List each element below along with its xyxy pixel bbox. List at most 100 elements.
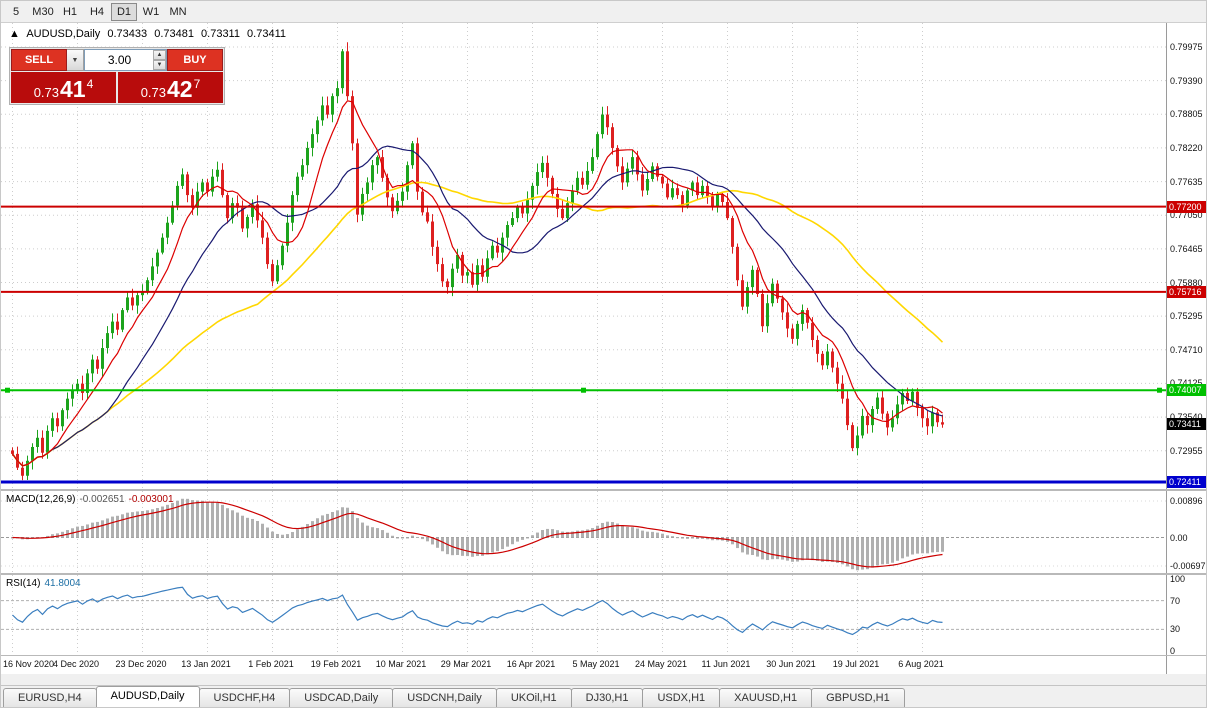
- timeframe-button-m30[interactable]: M30: [30, 2, 56, 21]
- sell-price-prefix: 0.73: [33, 85, 60, 100]
- panel-separator[interactable]: [1, 489, 1206, 491]
- buy-price-pipette: 7: [193, 77, 201, 91]
- sell-price-tile[interactable]: 0.73 41 4: [11, 72, 116, 103]
- date-axis-label: 10 Mar 2021: [375, 659, 427, 669]
- chart-tab-audusd-daily[interactable]: AUDUSD,Daily: [95, 686, 200, 707]
- hline-handle[interactable]: [1157, 387, 1162, 393]
- rsi-canvas[interactable]: [1, 575, 1166, 655]
- rsi-name: RSI(14): [6, 578, 41, 589]
- lot-increase-button[interactable]: ▲: [153, 50, 166, 60]
- price-axis-label: 0.75295: [1170, 311, 1203, 322]
- date-axis-label: 19 Jul 2021: [832, 659, 880, 669]
- axis-corner: [1166, 656, 1206, 674]
- sell-button[interactable]: SELL: [11, 49, 67, 71]
- chart-tab-gbpusd-h1[interactable]: GBPUSD,H1: [811, 688, 905, 707]
- rsi-axis-label: 100: [1170, 574, 1186, 584]
- timeframe-toolbar: 5 M30 H1 H4 D1 W1 MN: [1, 1, 1206, 23]
- buy-price-tile[interactable]: 0.73 42 7: [118, 72, 223, 103]
- macd-axis: 0.00896 0.00 -0.00697: [1166, 491, 1206, 573]
- macd-panel: [1, 491, 1166, 573]
- sell-price-pipette: 4: [86, 77, 94, 91]
- price-axis-label: 0.78220: [1170, 142, 1203, 153]
- rsi-value: 41.8004: [44, 578, 81, 589]
- chart-tab-usdcnh-daily[interactable]: USDCNH,Daily: [392, 688, 497, 707]
- rsi-axis-label: 70: [1170, 595, 1181, 606]
- ma-slow-line: [11, 181, 944, 467]
- macd-name: MACD(12,26,9): [6, 494, 76, 505]
- date-axis-label: 19 Feb 2021: [310, 659, 362, 669]
- rsi-header: RSI(14) 41.8004: [6, 578, 81, 589]
- macd-signal-line: [12, 501, 943, 568]
- price-axis-label: 0.78805: [1170, 109, 1203, 120]
- date-axis-label: 6 Aug 2021: [898, 659, 944, 669]
- date-axis-label: 29 Mar 2021: [440, 659, 492, 669]
- rsi-panel: [1, 575, 1166, 655]
- chart-tab-xauusd-h1[interactable]: XAUUSD,H1: [719, 688, 813, 707]
- symbol-ohlc-line: ▲ AUDUSD,Daily 0.73433 0.73481 0.73311 0…: [9, 28, 290, 40]
- rsi-axis-label: 30: [1170, 624, 1181, 635]
- price-tag-0.75716: 0.75716: [1167, 285, 1206, 298]
- chart-tab-usdx-h1[interactable]: USDX,H1: [642, 688, 721, 707]
- hline-handle[interactable]: [581, 387, 586, 393]
- date-axis-label: 16 Nov 2020: [3, 659, 55, 669]
- chart-tab-dj30-h1[interactable]: DJ30,H1: [570, 688, 644, 707]
- timeframe-button-d1[interactable]: D1: [111, 2, 137, 21]
- timeframe-button-5[interactable]: 5: [3, 2, 29, 21]
- buy-button[interactable]: BUY: [167, 49, 223, 71]
- ohlc-open: 0.73433: [107, 28, 148, 40]
- ohlc-low: 0.73311: [201, 28, 240, 40]
- date-axis-label: 24 May 2021: [634, 659, 688, 669]
- macd-canvas[interactable]: [1, 491, 1166, 573]
- lot-decrease-button[interactable]: ▼: [153, 60, 166, 70]
- rsi-axis-label: 0: [1170, 646, 1176, 656]
- buy-price-prefix: 0.73: [140, 85, 167, 100]
- price-axis-label: 0.73540: [1170, 412, 1203, 423]
- date-axis-label: 1 Feb 2021: [248, 659, 294, 669]
- ohlc-close: 0.73411: [247, 28, 286, 40]
- price-axis-label: 0.76465: [1170, 243, 1203, 254]
- hline-handle[interactable]: [5, 387, 10, 393]
- candles-layer: [11, 42, 944, 481]
- one-click-trading-widget: SELL ▼ ▲ ▼ BUY 0.73 41 4 0.73 42: [9, 47, 225, 105]
- chart-tab-usdchf-h4[interactable]: USDCHF,H4: [198, 688, 291, 707]
- price-axis-label: 0.72955: [1170, 445, 1203, 456]
- chart-tab-eurusd-h4[interactable]: EURUSD,H4: [3, 688, 97, 707]
- price-tag-0.72411: 0.72411: [1167, 476, 1206, 488]
- price-axis-label: 0.79975: [1170, 42, 1203, 52]
- date-axis-label: 4 Dec 2020: [52, 659, 100, 669]
- macd-signal-value: -0.003001: [128, 494, 174, 505]
- order-options-dropdown[interactable]: ▼: [67, 49, 84, 71]
- lot-size-input[interactable]: [85, 50, 166, 70]
- rsi-axis: 100 70 30 0: [1166, 574, 1206, 656]
- timeframe-button-h4[interactable]: H4: [84, 2, 110, 21]
- price-axis-label: 0.75880: [1170, 277, 1203, 288]
- macd-header: MACD(12,26,9) -0.002651 -0.003001: [6, 494, 174, 505]
- chart-tabbar: EURUSD,H4 AUDUSD,Daily USDCHF,H4 USDCAD,Dai…: [1, 685, 1206, 707]
- sell-price-main: 41: [60, 76, 86, 102]
- price-chart-canvas[interactable]: [1, 23, 1166, 489]
- ohlc-high: 0.73481: [154, 28, 194, 40]
- panel-separator[interactable]: [1, 573, 1206, 575]
- chart-tab-usdcad-daily[interactable]: USDCAD,Daily: [289, 688, 394, 707]
- macd-axis-label: 0.00896: [1170, 495, 1203, 506]
- price-axis-label: 0.77050: [1170, 210, 1203, 221]
- date-axis-label: 30 Jun 2021: [766, 659, 816, 669]
- date-axis-label: 5 May 2021: [572, 659, 620, 669]
- price-axis-label: 0.79390: [1170, 75, 1203, 86]
- panel-separator: [1, 655, 1206, 656]
- price-axis: 0.79975 0.79390 0.78805 0.78220 0.77635 0.770…: [1166, 23, 1206, 489]
- date-axis-label: 23 Dec 2020: [115, 659, 167, 669]
- macd-main-value: -0.002651: [79, 494, 125, 505]
- ma-fast-line: [12, 100, 943, 467]
- collapse-arrow-icon[interactable]: ▲: [9, 28, 20, 40]
- timeframe-button-w1[interactable]: W1: [138, 2, 164, 21]
- timeframe-button-h1[interactable]: H1: [57, 2, 83, 21]
- chart-tab-ukoil-h1[interactable]: UKOil,H1: [495, 688, 572, 707]
- symbol-title: AUDUSD,Daily: [26, 28, 101, 40]
- timeframe-button-mn[interactable]: MN: [165, 2, 191, 21]
- rsi-line: [12, 586, 943, 636]
- price-tag-0.74007: 0.74007: [1167, 384, 1206, 397]
- chevron-down-icon: ▼: [71, 56, 79, 64]
- macd-axis-label: -0.00697: [1170, 560, 1206, 571]
